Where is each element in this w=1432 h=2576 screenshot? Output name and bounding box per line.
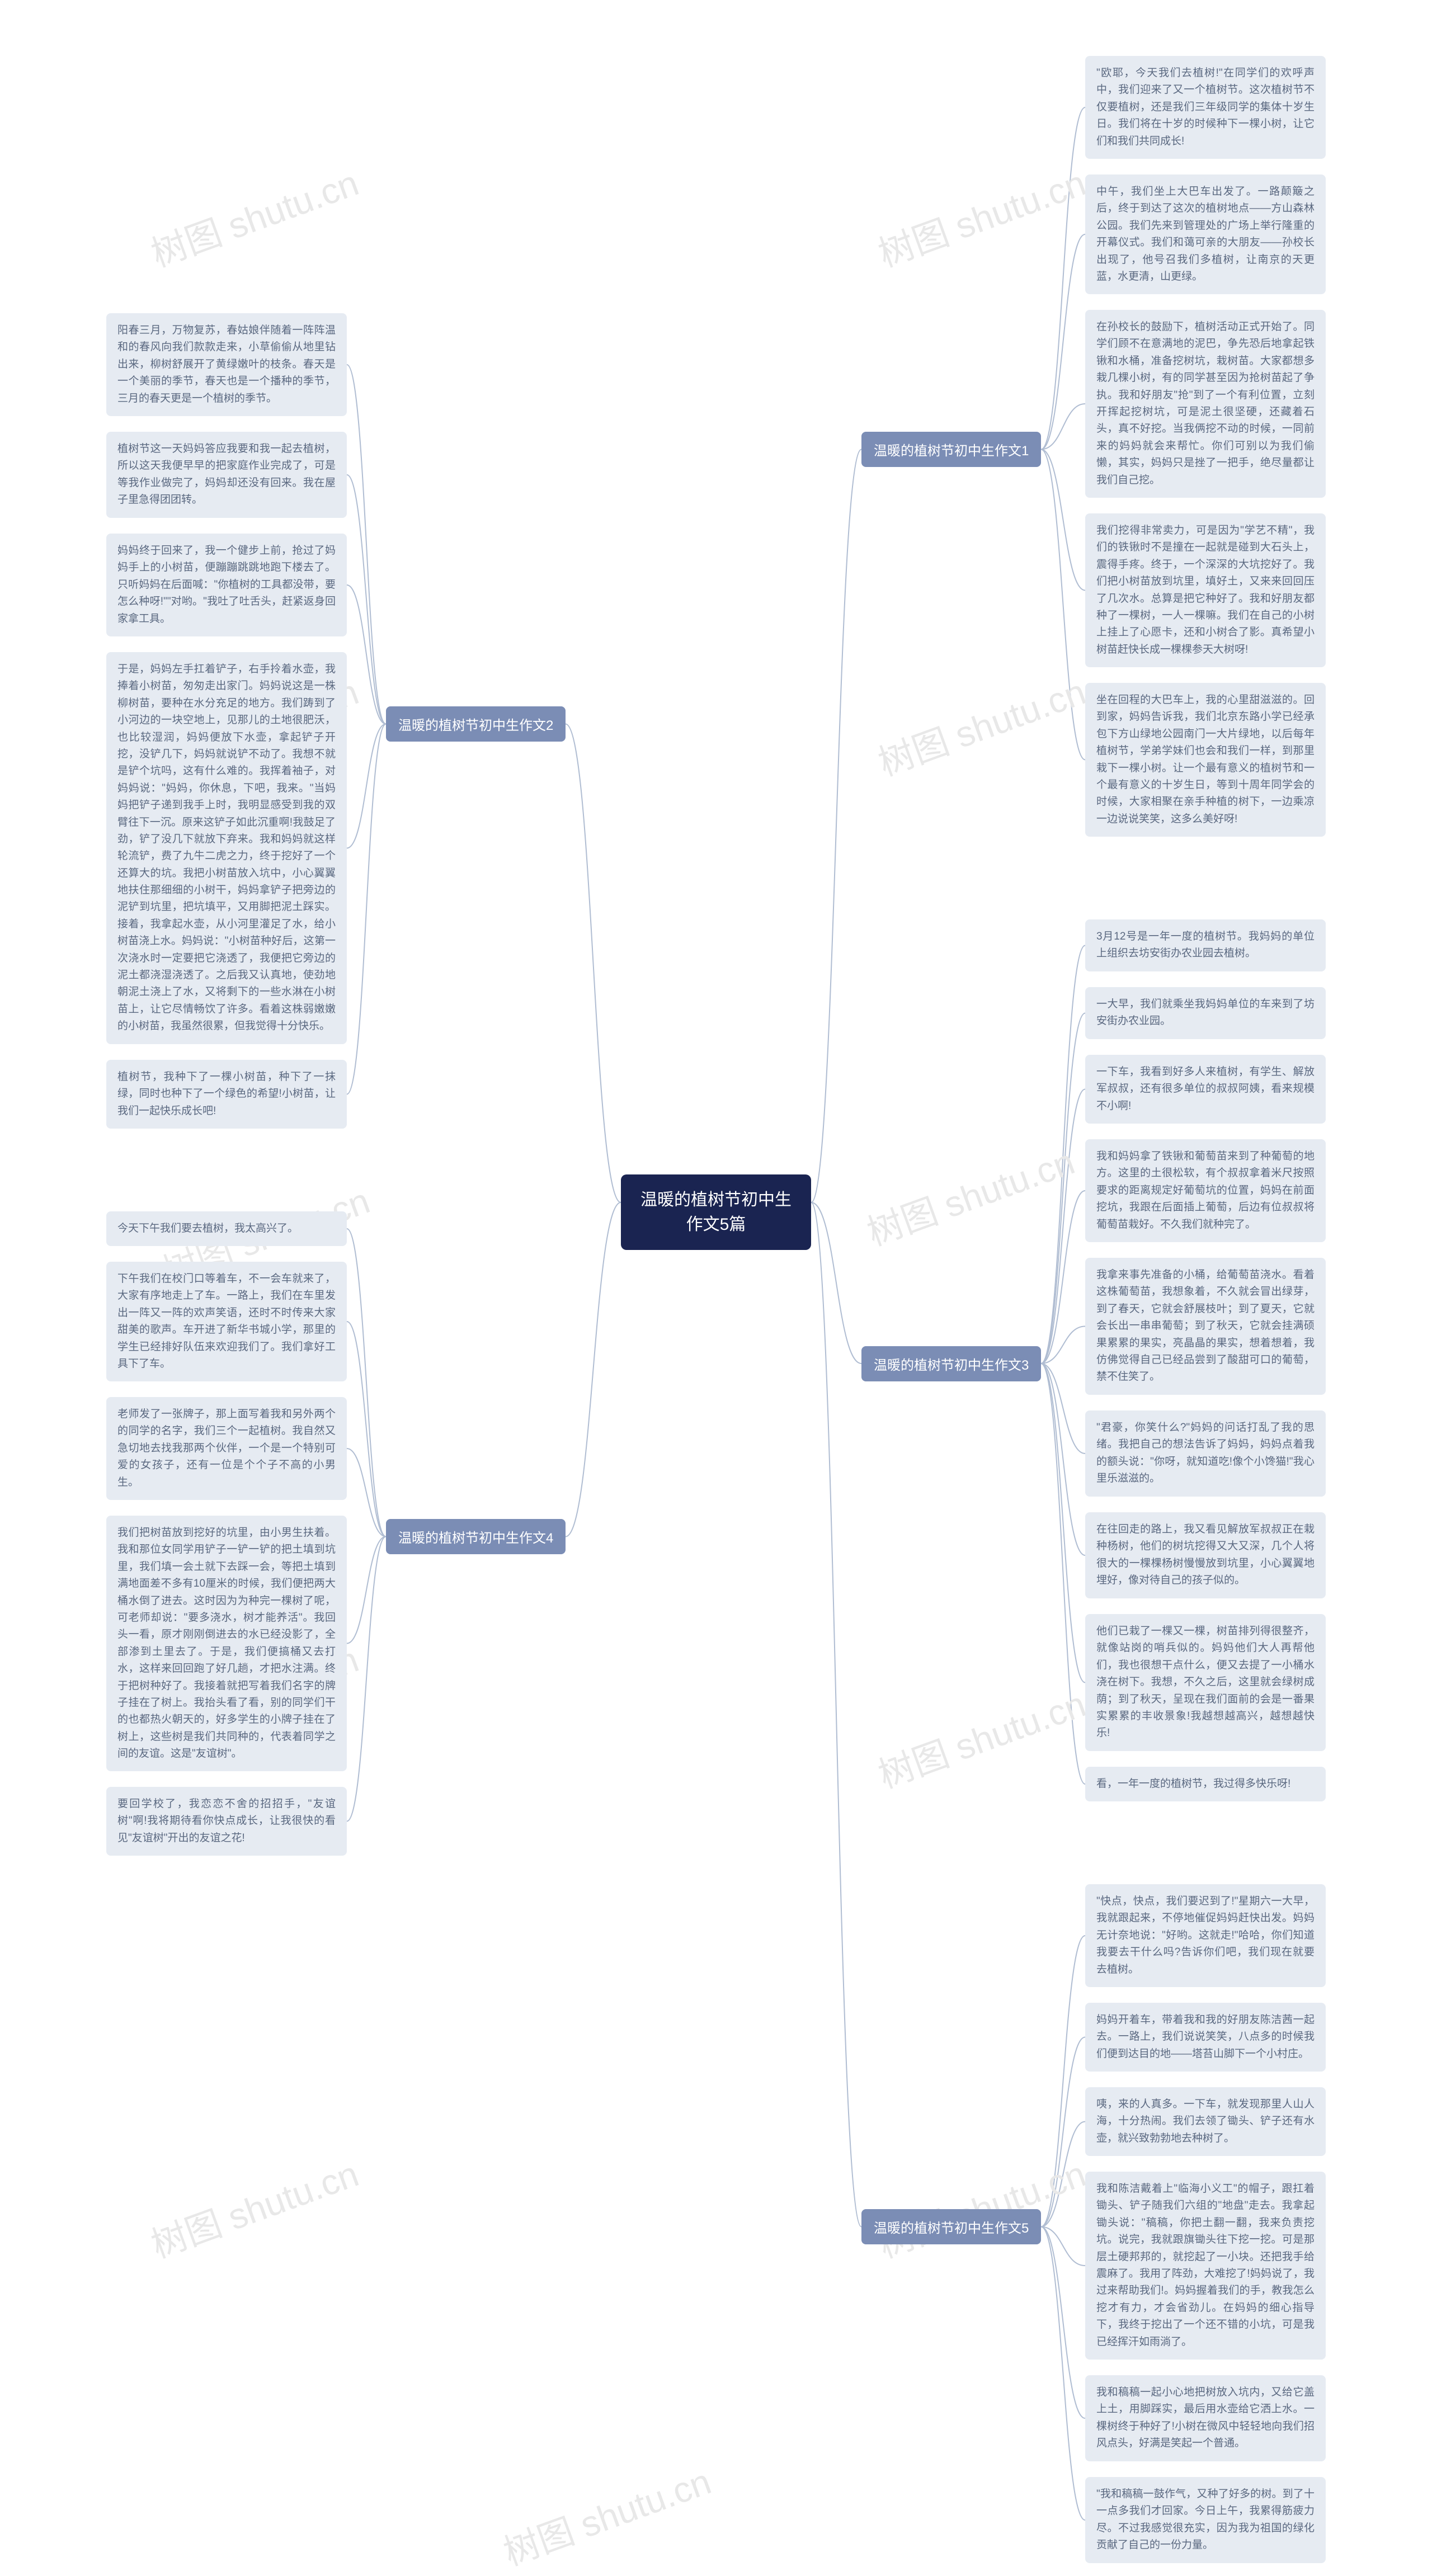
watermark: 树图 shutu.cn	[870, 154, 1092, 277]
leaf-node: 我拿来事先准备的小桶，给葡萄苗浇水。看着这株葡萄苗，我想象着，不久就会冒出绿芽，…	[1085, 1258, 1326, 1395]
watermark: 树图 shutu.cn	[496, 2453, 717, 2575]
branch-node: 温暖的植树节初中生作文4	[386, 1519, 566, 1554]
leaf-node: 坐在回程的大巴车上，我的心里甜滋滋的。回到家，妈妈告诉我，我们北京东路小学已经承…	[1085, 683, 1326, 837]
watermark: 树图 shutu.cn	[870, 2145, 1092, 2268]
leaf-node: 阳春三月，万物复苏，春姑娘伴随着一阵阵温和的春风向我们款款走来，小草偷偷从地里钻…	[106, 313, 347, 416]
leaf-node: 看，一年一度的植树节，我过得多快乐呀!	[1085, 1767, 1326, 1801]
leaf-node: 中午，我们坐上大巴车出发了。一路颠簸之后，终于到达了这次的植树地点——方山森林公…	[1085, 174, 1326, 294]
root-node: 温暖的植树节初中生作文5篇	[621, 1174, 811, 1250]
leaf-node: 我和妈妈拿了铁锹和葡萄苗来到了种葡萄的地方。这里的土很松软，有个叔叔拿着米尺按照…	[1085, 1139, 1326, 1242]
leaf-node: 今天下午我们要去植树，我太高兴了。	[106, 1211, 347, 1246]
leaf-node: 我们把树苗放到挖好的坑里，由小男生扶着。我和那位女同学用铲子一铲一铲的把土填到坑…	[106, 1516, 347, 1771]
watermark: 树图 shutu.cn	[870, 1676, 1092, 1798]
branch-node: 温暖的植树节初中生作文1	[861, 432, 1041, 467]
leaf-node: 一下车，我看到好多人来植树，有学生、解放军叔叔，还有很多单位的叔叔阿姨，看来规模…	[1085, 1055, 1326, 1124]
leaf-node: "君豪，你笑什么?"妈妈的问话打乱了我的思绪。我把自己的想法告诉了妈妈，妈妈点着…	[1085, 1410, 1326, 1497]
leaf-node: 在孙校长的鼓励下，植树活动正式开始了。同学们顾不在意满地的泥巴，争先恐后地拿起铁…	[1085, 310, 1326, 498]
leaf-node: 我和稿稿一起小心地把树放入坑内，又给它盖上土，用脚踩实，最后用水壶给它洒上水。一…	[1085, 2375, 1326, 2461]
leaf-node: 要回学校了，我恋恋不舍的招招手，"友谊树"啊!我将期待看你快点成长，让我很快的看…	[106, 1787, 347, 1856]
watermark: 树图 shutu.cn	[143, 2145, 365, 2268]
watermark: 树图 shutu.cn	[859, 1133, 1081, 1256]
leaf-node: "我和稿稿一鼓作气，又种了好多的树。到了十一点多我们才回家。今日上午，我累得筋疲…	[1085, 2477, 1326, 2563]
leaf-node: 植树节，我种下了一棵小树苗，种下了一抹绿，同时也种下了一个绿色的希望!小树苗，让…	[106, 1060, 347, 1129]
leaf-node: 我和陈洁戴着上"临海小义工"的帽子，跟扛着锄头、铲子随我们六组的"地盘"走去。我…	[1085, 2172, 1326, 2360]
leaf-node: 下午我们在校门口等着车，不一会车就来了，大家有序地走上了车。一路上，我们在车里发…	[106, 1262, 347, 1381]
leaf-node: 在往回走的路上，我又看见解放军叔叔正在栽种杨树，他们的树坑挖得又大又深，几个人将…	[1085, 1512, 1326, 1598]
leaf-node: 一大早，我们就乘坐我妈妈单位的车来到了坊安街办农业园。	[1085, 987, 1326, 1039]
branch-node: 温暖的植树节初中生作文5	[861, 2209, 1041, 2244]
leaf-node: 3月12号是一年一度的植树节。我妈妈的单位上组织去坊安街办农业园去植树。	[1085, 919, 1326, 971]
watermark: 树图 shutu.cn	[143, 154, 365, 277]
watermark: 树图 shutu.cn	[870, 663, 1092, 786]
branch-node: 温暖的植树节初中生作文2	[386, 706, 566, 742]
leaf-node: "欧耶，今天我们去植树!"在同学们的欢呼声中，我们迎来了又一个植树节。这次植树节…	[1085, 56, 1326, 159]
leaf-node: 咦，来的人真多。一下车，就发现那里人山人海，十分热闹。我们去领了锄头、铲子还有水…	[1085, 2087, 1326, 2156]
leaf-node: "快点，快点，我们要迟到了!"星期六一大早，我就跟起来，不停地催促妈妈赶快出发。…	[1085, 1884, 1326, 1987]
leaf-node: 我们挖得非常卖力，可是因为"学艺不精"，我们的铁锹时不是撞在一起就是碰到大石头上…	[1085, 513, 1326, 667]
leaf-node: 植树节这一天妈妈答应我要和我一起去植树，所以这天我便早早的把家庭作业完成了，可是…	[106, 432, 347, 518]
leaf-node: 于是，妈妈左手扛着铲子，右手拎着水壶，我捧着小树苗，匆匆走出家门。妈妈说这是一株…	[106, 652, 347, 1044]
branch-node: 温暖的植树节初中生作文3	[861, 1346, 1041, 1381]
leaf-node: 妈妈终于回来了，我一个健步上前，抢过了妈妈手上的小树苗，便蹦蹦跳跳地跑下楼去了。…	[106, 534, 347, 636]
leaf-node: 老师发了一张牌子，那上面写着我和另外两个的同学的名字，我们三个一起植树。我自然又…	[106, 1397, 347, 1500]
leaf-node: 妈妈开着车，带着我和我的好朋友陈洁茜一起去。一路上，我们说说笑笑，八点多的时候我…	[1085, 2003, 1326, 2072]
leaf-node: 他们已栽了一棵又一棵，树苗排列得很整齐，就像站岗的哨兵似的。妈妈他们大人再帮他们…	[1085, 1614, 1326, 1751]
